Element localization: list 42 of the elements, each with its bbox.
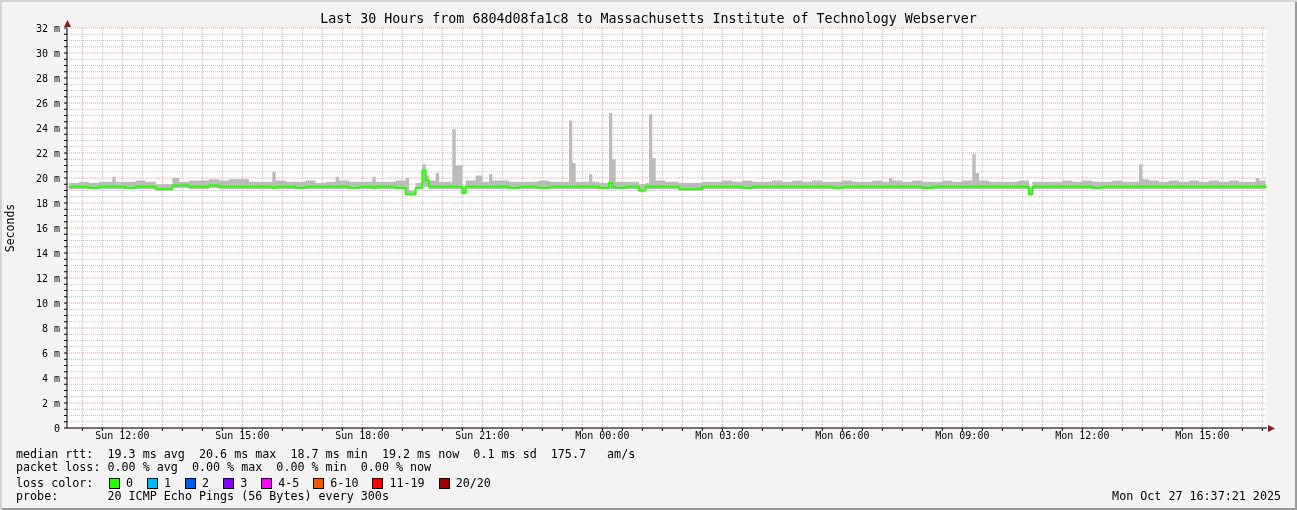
x-tick-label: Mon 15:00 <box>1175 430 1230 442</box>
legend-label: 3 <box>240 476 248 490</box>
x-tick-label: Sun 12:00 <box>95 430 150 442</box>
y-tick-label: 2 m <box>41 397 60 409</box>
y-tick-label: 20 m <box>35 172 60 184</box>
y-tick-label: 4 m <box>41 372 60 384</box>
x-tick-label: Mon 09:00 <box>935 430 990 442</box>
x-tick-label: Sun 18:00 <box>335 430 390 442</box>
x-tick-label: Sun 21:00 <box>455 430 510 442</box>
y-tick-label: 16 m <box>35 222 60 234</box>
legend-label: 20/20 <box>455 476 491 490</box>
y-tick-label: 30 m <box>35 47 60 59</box>
legend-label: 11-19 <box>389 476 425 490</box>
y-tick-label: 26 m <box>35 97 60 109</box>
y-tick-label: 22 m <box>35 147 60 159</box>
legend-title: loss color: <box>16 476 94 490</box>
y-tick-label: 8 m <box>41 322 60 334</box>
legend-label: 4-5 <box>278 476 300 490</box>
y-tick-label: 32 m <box>35 22 60 34</box>
x-tick-label: Mon 12:00 <box>1055 430 1110 442</box>
text: packet loss: 0.00 % avg 0.00 % max 0.00 % min 0.00 % now <box>16 460 432 474</box>
text: probe: 20 ICMP Echo Pings (56 Bytes) every 300s <box>16 489 389 503</box>
y-tick-label: 0 <box>53 422 60 434</box>
text: Mon Oct 27 16:37:21 2025 <box>1112 489 1281 503</box>
y-tick-label: 10 m <box>35 297 60 309</box>
legend-label: 2 <box>202 476 210 490</box>
y-tick-label: 14 m <box>35 247 60 259</box>
legend-label: 1 <box>164 476 172 490</box>
chart-title: Last 30 Hours from 6804d08fa1c8 to Massachusetts Institute of Technology Webserver <box>320 11 977 26</box>
x-tick-label: Mon 06:00 <box>815 430 870 442</box>
y-tick-label: 24 m <box>35 122 60 134</box>
y-axis-title: Seconds <box>3 203 17 253</box>
legend-label: 0 <box>126 476 134 490</box>
x-tick-label: Sun 15:00 <box>215 430 270 442</box>
x-tick-label: Mon 03:00 <box>695 430 750 442</box>
text: median rtt: 19.3 ms avg 20.6 ms max 18.7 ms min 19.2 ms now 0.1 ms sd 175.7 am/s <box>16 447 636 461</box>
legend-label: 6-10 <box>330 476 359 490</box>
x-tick-label: Mon 00:00 <box>575 430 630 442</box>
y-tick-label: 28 m <box>35 72 60 84</box>
y-tick-label: 18 m <box>35 197 60 209</box>
y-tick-label: 6 m <box>41 347 60 359</box>
y-tick-label: 12 m <box>35 272 60 284</box>
